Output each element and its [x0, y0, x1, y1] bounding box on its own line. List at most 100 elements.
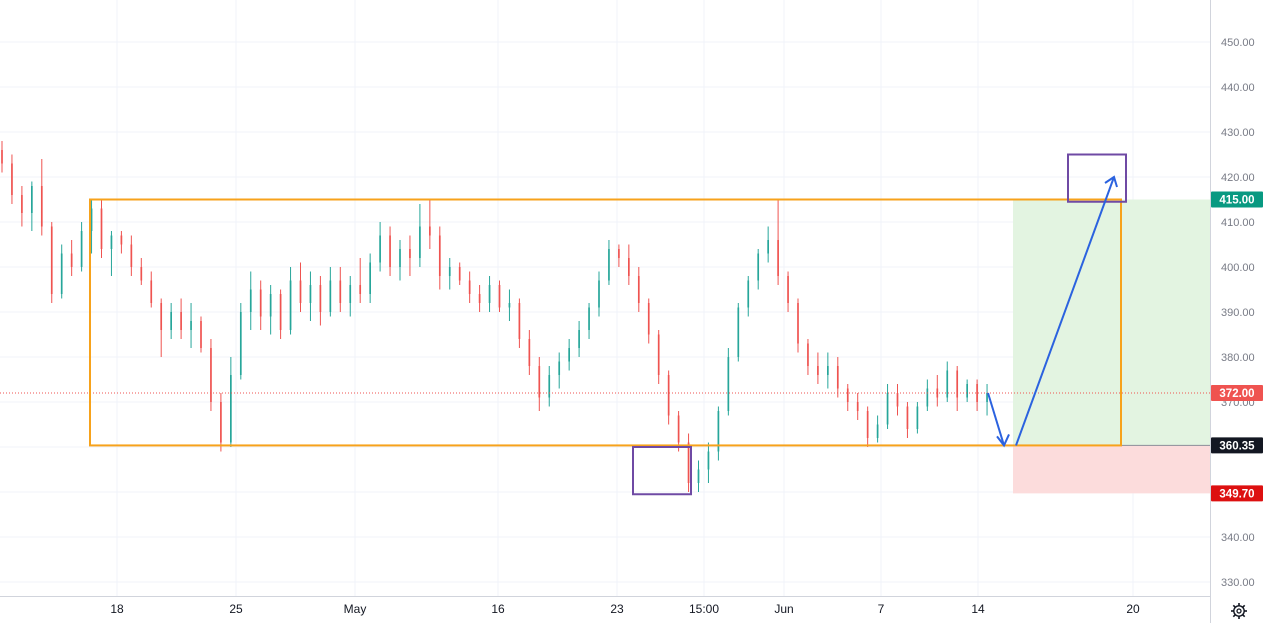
candle-body — [359, 285, 362, 294]
candle-body — [578, 330, 580, 348]
price-tag-bg — [1211, 191, 1263, 208]
candle-body — [936, 388, 939, 398]
candle-body — [488, 285, 491, 303]
candle-body — [458, 267, 461, 281]
candle-body — [249, 289, 252, 312]
candle-body — [419, 226, 421, 258]
candle-body — [150, 280, 153, 303]
x-tick-label: 14 — [971, 602, 985, 616]
candle-body — [50, 226, 53, 294]
candle-body — [787, 276, 789, 303]
candle-body — [329, 280, 332, 312]
candle-body — [538, 366, 541, 398]
candle-body — [518, 303, 521, 339]
candle-body — [140, 267, 143, 281]
candle-body — [389, 235, 391, 267]
candle-body — [130, 244, 133, 267]
candle-body — [598, 280, 600, 308]
candle-body — [409, 249, 411, 258]
highlight-box — [1067, 153, 1127, 203]
candle-body — [777, 240, 779, 276]
range-box — [89, 198, 1122, 447]
y-tick-label: 410.00 — [1221, 217, 1255, 229]
candle-body — [568, 348, 570, 362]
candle-body — [230, 375, 232, 443]
candle-body — [836, 366, 839, 389]
target-zone — [1013, 199, 1210, 446]
candle-body — [180, 312, 182, 330]
price-tag-label: 415.00 — [1219, 195, 1254, 207]
candle-body — [190, 321, 192, 330]
price-tag-bg — [1211, 485, 1263, 502]
candle-body — [628, 258, 630, 276]
candle-body — [160, 303, 163, 330]
x-tick-label: 7 — [878, 602, 885, 616]
candle-body — [1, 150, 3, 164]
candle-body — [817, 366, 819, 375]
candle-body — [478, 294, 481, 303]
highlight-box — [632, 446, 692, 496]
candle-body — [976, 384, 978, 402]
candle-body — [90, 208, 93, 231]
candle-body — [916, 406, 919, 429]
candle-body — [210, 348, 212, 402]
x-tick-label: 25 — [229, 602, 243, 616]
candle-body — [647, 303, 650, 335]
candle-body — [558, 361, 561, 375]
candle-body — [239, 312, 242, 375]
candle-body — [498, 285, 501, 308]
candle-body — [339, 280, 342, 303]
candle-body — [31, 186, 33, 213]
candle-body — [448, 267, 451, 276]
price-tag-label: 360.35 — [1219, 440, 1255, 452]
candle-body — [757, 253, 760, 281]
candle-body — [747, 280, 750, 308]
candle-body — [608, 249, 610, 281]
candle-body — [369, 262, 371, 294]
candle-body — [468, 280, 471, 294]
candle-body — [866, 411, 869, 438]
candle-body — [588, 307, 590, 330]
candle-body — [21, 195, 23, 213]
candle-body — [508, 303, 511, 308]
arrow-down-head — [996, 434, 1010, 448]
candle-body — [807, 343, 809, 366]
candle-body — [966, 384, 968, 398]
candle-body — [856, 402, 859, 411]
candle-body — [637, 276, 640, 303]
price-tag-label: 349.70 — [1219, 488, 1254, 500]
candle-body — [618, 249, 620, 258]
candle-body — [309, 285, 312, 303]
candle-body — [170, 312, 172, 330]
candle-body — [429, 226, 431, 236]
candle-body — [707, 451, 710, 470]
x-tick-label: 18 — [110, 602, 124, 616]
y-tick-label: 430.00 — [1221, 127, 1255, 139]
candle-body — [846, 388, 849, 402]
candle-body — [120, 235, 123, 245]
y-tick-label: 440.00 — [1221, 82, 1255, 94]
candle-body — [886, 393, 889, 425]
x-tick-label: 23 — [610, 602, 624, 616]
candle-body — [548, 375, 551, 398]
candle-body — [220, 402, 222, 443]
candle-body — [110, 235, 113, 249]
candle-body — [438, 235, 441, 276]
candle-body — [767, 240, 769, 254]
candle-body — [697, 469, 700, 483]
candle-body — [926, 388, 929, 407]
arrow-up-head — [1104, 175, 1118, 188]
x-tick-label: Jun — [774, 602, 793, 616]
candle-body — [80, 231, 83, 267]
candle-body — [677, 415, 680, 443]
chart-settings-icon[interactable] — [1228, 600, 1250, 622]
candle-body — [299, 280, 302, 303]
candle-body — [528, 339, 531, 366]
price-tag-bg — [1211, 385, 1263, 401]
candle-body — [399, 249, 401, 267]
candle-body — [657, 334, 660, 375]
candle-body — [717, 411, 720, 452]
x-tick-label: May — [344, 602, 367, 616]
